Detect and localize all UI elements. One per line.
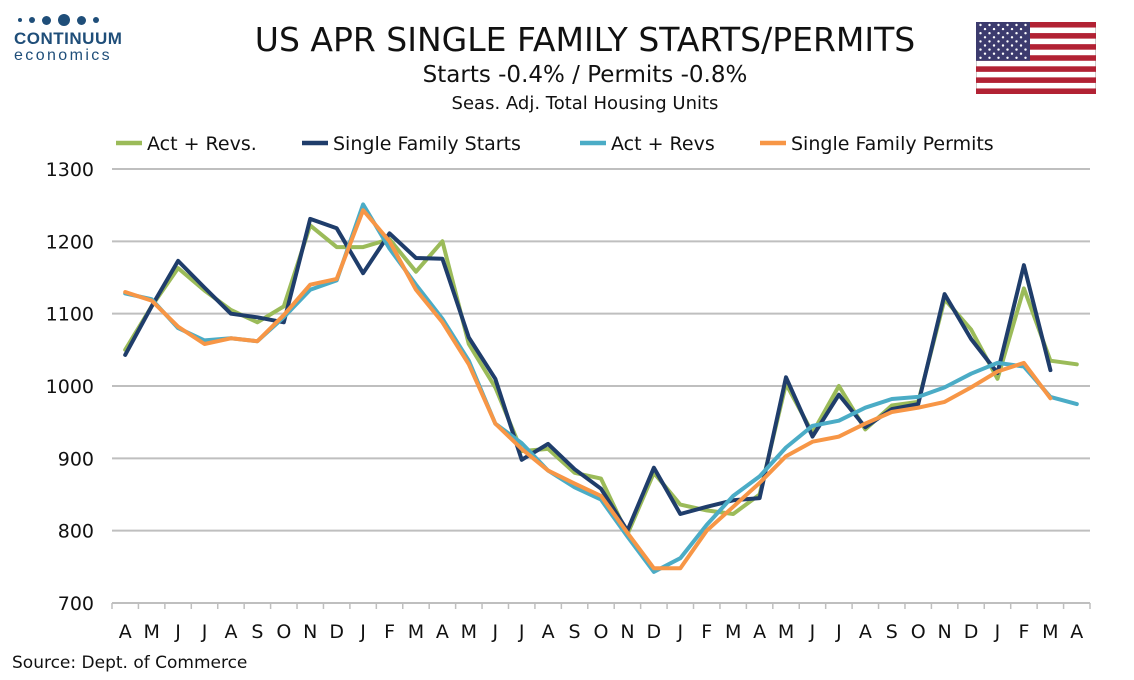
chart-subtitle-units: Seas. Adj. Total Housing Units [451, 93, 719, 114]
series-line-single-family-permits [123, 208, 1053, 571]
legend-label: Single Family Starts [333, 133, 521, 155]
series-lines [123, 202, 1079, 574]
chart-title: US APR SINGLE FAMILY STARTS/PERMITS [254, 20, 916, 59]
source-note: Source: Dept. of Commerce [12, 653, 248, 673]
us-flag-icon [976, 22, 1096, 94]
x-tick-label: J [809, 621, 816, 643]
x-tick-label: S [251, 621, 263, 643]
x-tick-label: A [542, 621, 555, 643]
x-tick-label: O [276, 621, 291, 643]
x-tick-label: F [701, 621, 712, 643]
logo-dots-icon [14, 14, 144, 26]
x-tick-label: N [303, 621, 317, 643]
x-tick-label: S [886, 621, 898, 643]
x-tick-label: N [938, 621, 952, 643]
y-tick-label: 800 [58, 521, 94, 543]
x-tick-label: M [461, 621, 477, 643]
x-tick-label: J [174, 621, 181, 643]
x-tick-label: M [408, 621, 424, 643]
x-tick-label: A [436, 621, 449, 643]
x-tick-label: F [384, 621, 395, 643]
legend-label: Single Family Permits [791, 133, 994, 155]
legend-label: Act + Revs [611, 133, 715, 155]
y-tick-label: 900 [58, 448, 94, 470]
y-tick-label: 1300 [46, 159, 94, 181]
x-tick-label: O [911, 621, 926, 643]
x-tick-label: A [1070, 621, 1083, 643]
x-tick-label: A [859, 621, 872, 643]
x-tick-label: M [1042, 621, 1058, 643]
x-tick-label: A [119, 621, 132, 643]
x-tick-label: M [725, 621, 741, 643]
logo-subname: economics [14, 47, 113, 64]
x-tick-label: D [964, 621, 979, 643]
chart-subtitle: Starts -0.4% / Permits -0.8% [422, 62, 748, 88]
grid-lines [112, 168, 1090, 532]
x-tick-label: J [994, 621, 1001, 643]
x-tick-label: J [676, 621, 683, 643]
series-line-single-family-starts [123, 216, 1053, 533]
x-tick-label: J [201, 621, 208, 643]
x-tick-label: J [835, 621, 842, 643]
x-tick-label: F [1018, 621, 1029, 643]
x-tick-label: O [594, 621, 609, 643]
continuum-logo: CONTINUUM economics [14, 14, 144, 76]
x-tick-label: J [491, 621, 498, 643]
series-line-act-revs [123, 202, 1079, 574]
y-tick-label: 1200 [46, 231, 94, 253]
x-tick-label: N [620, 621, 634, 643]
x-tick-label: A [753, 621, 766, 643]
legend: Act + Revs. Single Family Starts Act + Rev… [116, 133, 994, 155]
y-tick-label: 700 [58, 593, 94, 615]
x-tick-label: A [224, 621, 237, 643]
y-tick-label: 1000 [46, 376, 94, 398]
y-tick-label: 1100 [46, 304, 94, 326]
x-tick-label: D [647, 621, 662, 643]
logo-name: CONTINUUM [14, 29, 123, 48]
legend-label: Act + Revs. [147, 133, 257, 155]
x-tick-label: S [569, 621, 581, 643]
x-tick-label: J [518, 621, 525, 643]
x-tick-label: D [329, 621, 344, 643]
x-tick-label: M [143, 621, 159, 643]
x-tick-label: M [778, 621, 794, 643]
x-tick-label: J [359, 621, 366, 643]
